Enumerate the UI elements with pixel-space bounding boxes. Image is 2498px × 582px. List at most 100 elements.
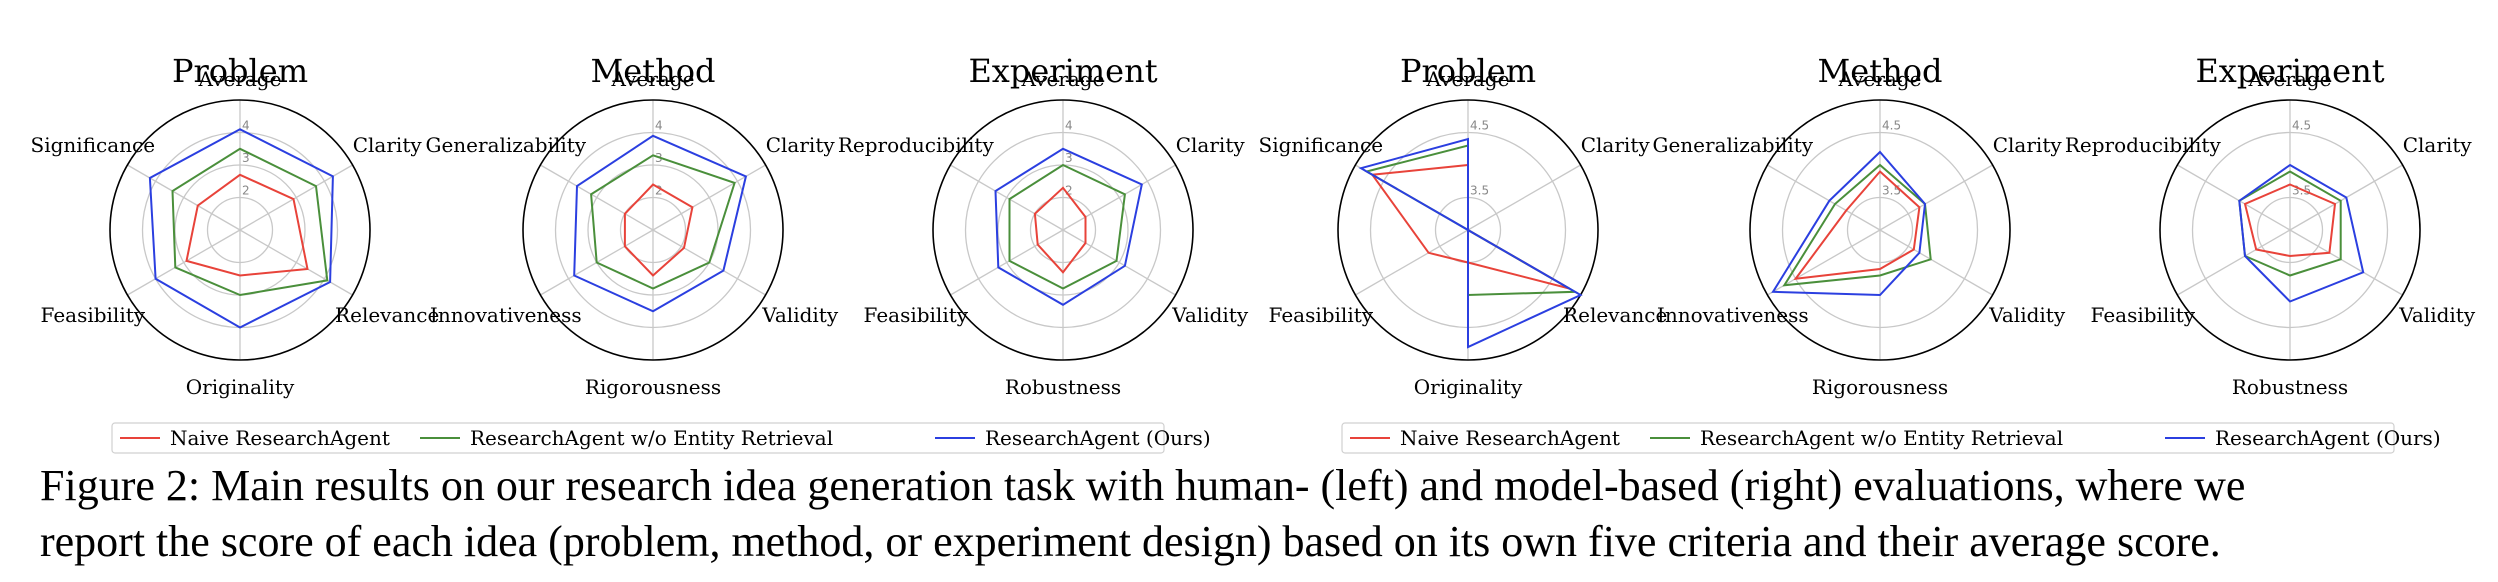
- radar-chart-3: 3.5 4.5 Average Clarity Relevance Originality…: [1259, 52, 1668, 399]
- r-tick-label: 4.5: [1470, 119, 1489, 133]
- grid-spoke: [1767, 164, 1881, 231]
- grid-spoke: [239, 229, 353, 296]
- axis-label: Validity: [1988, 303, 2066, 327]
- chart-title: Problem: [1400, 52, 1536, 90]
- grid-spoke: [1467, 164, 1581, 231]
- r-tick-label: 2: [655, 184, 663, 198]
- legend-label: ResearchAgent w/o Entity Retrieval: [1700, 426, 2063, 450]
- grid-spoke: [239, 164, 353, 231]
- axis-label: Feasibility: [2091, 303, 2196, 327]
- outer-circle: [2159, 99, 2421, 361]
- grid-spoke: [2289, 229, 2403, 296]
- r-tick-label: 4: [242, 119, 250, 133]
- grid-spoke: [540, 164, 654, 231]
- outer-circle: [522, 99, 784, 361]
- grid-spoke: [1355, 229, 1469, 296]
- radar-chart-2: 2 3 4 Average Clarity Validity Robustness Feasi…: [838, 52, 1249, 399]
- chart-title: Problem: [172, 52, 308, 90]
- axis-label: Originality: [1414, 375, 1523, 399]
- axis-label: Robustness: [1005, 375, 1121, 399]
- series-polygon-2: [2238, 163, 2365, 303]
- grid-spoke: [2177, 229, 2291, 296]
- radar-chart-0: 2 3 4 Average Clarity Relevance Originality Fea…: [31, 52, 440, 399]
- legend-1: Naive ResearchAgent ResearchAgent w/o Ent…: [1341, 422, 2441, 454]
- outer-circle: [109, 99, 371, 361]
- axis-label: Robustness: [2232, 375, 2348, 399]
- legend-label: Naive ResearchAgent: [170, 426, 390, 450]
- chart-title: Method: [591, 52, 716, 90]
- series-polygon-0: [2243, 183, 2337, 258]
- series-polygon-1: [171, 147, 329, 297]
- axis-label: Innovativeness: [430, 303, 582, 327]
- axis-label: Significance: [31, 133, 156, 157]
- axis-label: Significance: [1259, 133, 1384, 157]
- grid-spoke: [1062, 229, 1176, 296]
- axis-label: Generalizability: [425, 133, 586, 157]
- grid-spoke: [950, 164, 1064, 231]
- r-tick-label: 3.5: [1882, 184, 1901, 198]
- series-polygon-2: [573, 134, 748, 313]
- legend-label: ResearchAgent (Ours): [985, 426, 1211, 450]
- r-tick-label: 4: [655, 119, 663, 133]
- outer-circle: [1749, 99, 2011, 361]
- axis-label: Validity: [761, 303, 839, 327]
- axis-label: Clarity: [1581, 133, 1651, 157]
- axis-label: Reproducibility: [838, 133, 995, 157]
- r-tick-label: 2: [1065, 184, 1073, 198]
- grid-spoke: [1879, 229, 1993, 296]
- axis-label: Validity: [2398, 303, 2476, 327]
- r-tick-label: 3.5: [1470, 184, 1489, 198]
- axis-label: Average: [198, 67, 282, 91]
- series-polygon-0: [623, 183, 694, 277]
- r-tick-label: 2: [242, 184, 250, 198]
- axis-label: Innovativeness: [1657, 303, 1809, 327]
- r-tick-label: 4.5: [1882, 119, 1901, 133]
- axis-label: Generalizability: [1652, 133, 1813, 157]
- chart-title: Experiment: [2195, 52, 2384, 90]
- caption-line-1: Figure 2: Main results on our research i…: [40, 461, 2246, 510]
- grid-spoke: [2177, 164, 2291, 231]
- axis-label: Validity: [1171, 303, 1249, 327]
- axis-label: Originality: [186, 375, 295, 399]
- axis-label: Feasibility: [1269, 303, 1374, 327]
- radar-chart-5: 3.54.5AverageClarityValidityRobustnessFe…: [2065, 52, 2476, 399]
- axis-label: Rigorousness: [585, 375, 721, 399]
- axis-label: Feasibility: [41, 303, 146, 327]
- series-polygon-2: [994, 147, 1143, 306]
- axis-label: Clarity: [766, 133, 836, 157]
- axis-label: Average: [1426, 67, 1510, 91]
- axis-label: Average: [1838, 67, 1922, 91]
- legend-label: ResearchAgent (Ours): [2215, 426, 2441, 450]
- grid-spoke: [950, 229, 1064, 296]
- axis-label: Clarity: [1176, 133, 1246, 157]
- axis-label: Feasibility: [864, 303, 969, 327]
- series-polygon-0: [1793, 170, 1921, 281]
- r-tick-label: 3: [1065, 151, 1073, 165]
- series-polygon-1: [590, 154, 736, 290]
- grid-spoke: [127, 164, 241, 231]
- grid-spoke: [1879, 164, 1993, 231]
- r-tick-label: 4: [1065, 119, 1073, 133]
- outer-circle: [932, 99, 1194, 361]
- series-polygon-1: [1782, 163, 1932, 287]
- chart-title: Method: [1818, 52, 1943, 90]
- axis-label: Clarity: [353, 133, 423, 157]
- legend-frame: [111, 422, 1165, 454]
- r-tick-label: 4.5: [2292, 119, 2311, 133]
- axis-label: Reproducibility: [2065, 133, 2222, 157]
- axis-label: Clarity: [2403, 133, 2473, 157]
- r-tick-label: 3: [242, 151, 250, 165]
- series-polygon-2: [1771, 150, 1927, 297]
- radar-chart-4: 3.5 4.5 Average Clarity Validity Rigorousness…: [1652, 52, 2065, 399]
- grid-spoke: [127, 229, 241, 296]
- axis-label: Clarity: [1993, 133, 2063, 157]
- axis-label: Average: [2248, 67, 2332, 91]
- series-polygon-0: [1033, 186, 1087, 274]
- outer-circle: [1337, 99, 1599, 361]
- axis-label: Average: [1021, 67, 1105, 91]
- legend-frame: [1341, 422, 2395, 454]
- legend-0: Naive ResearchAgent ResearchAgent w/o Ent…: [111, 422, 1211, 454]
- legend-label: ResearchAgent w/o Entity Retrieval: [470, 426, 833, 450]
- radar-chart-1: 234AverageClarityValidityRigorousnessInn…: [425, 52, 838, 399]
- caption-line-2: report the score of each idea (problem, …: [40, 517, 2221, 566]
